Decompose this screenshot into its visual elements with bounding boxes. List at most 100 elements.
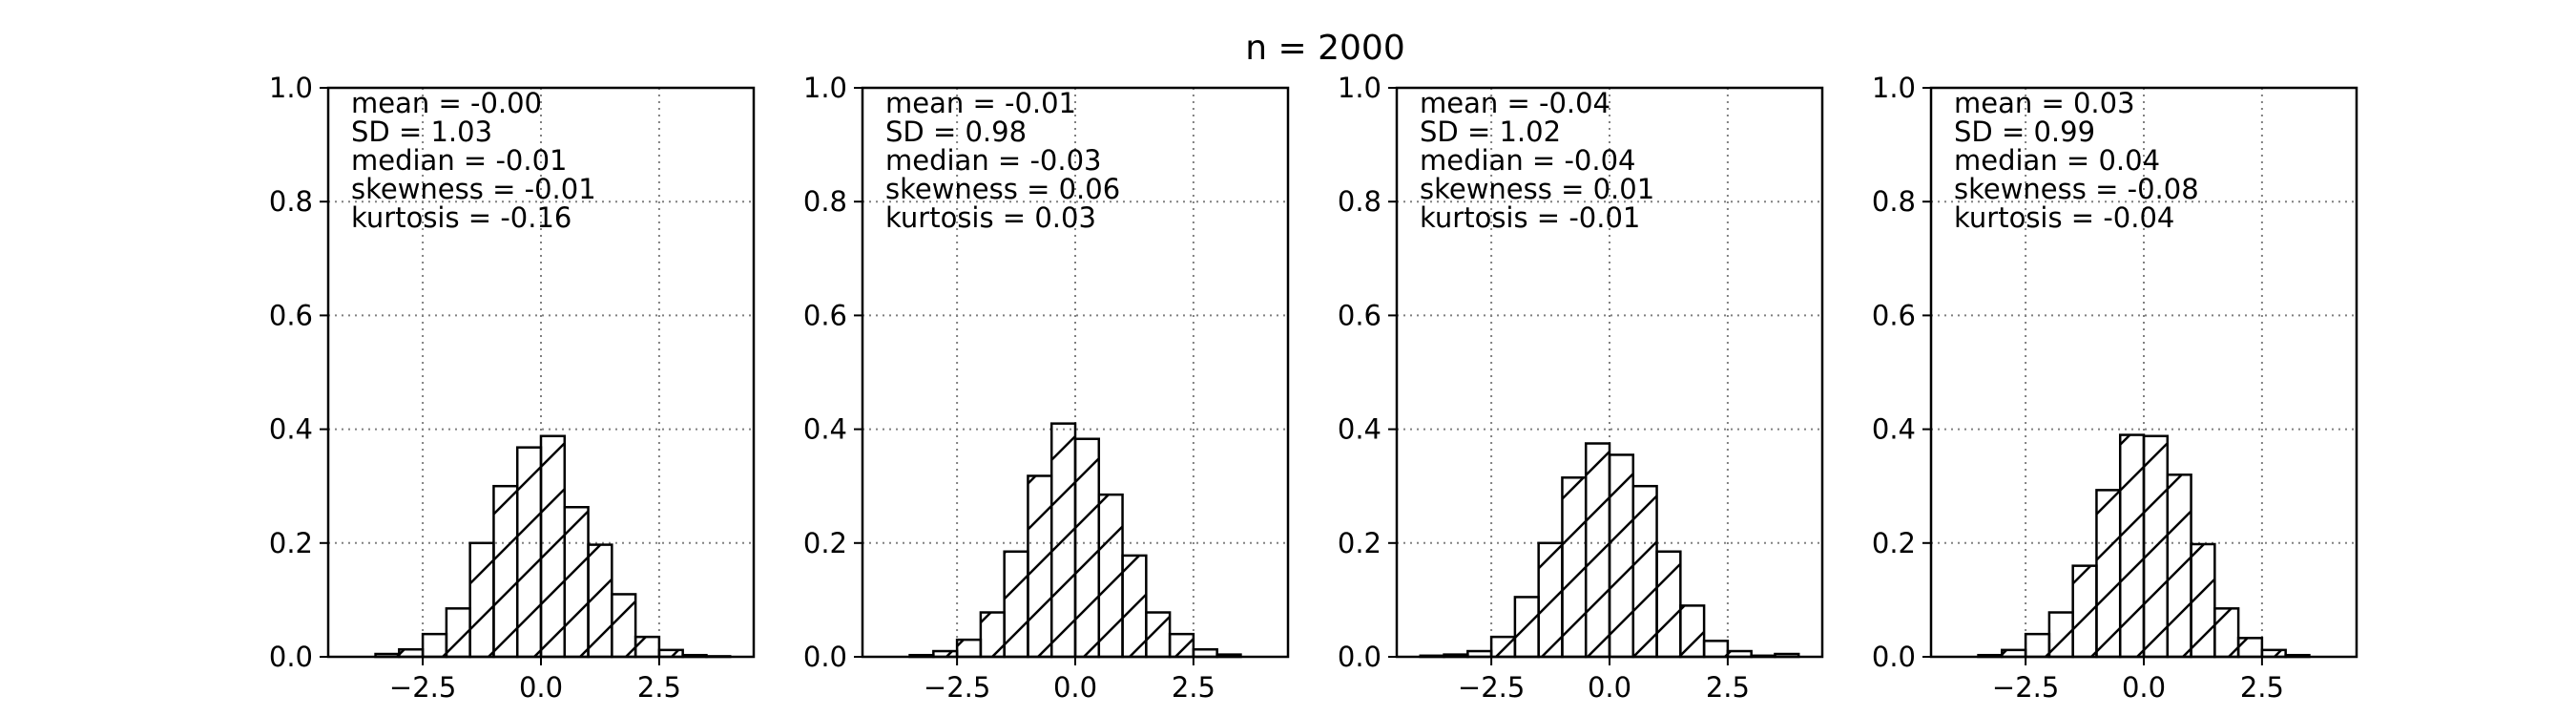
histogram-bar — [2190, 542, 2216, 659]
histogram-bar — [492, 484, 519, 659]
y-tick-label: 0.0 — [269, 641, 313, 673]
stats-line: mean = 0.03 — [1954, 87, 2135, 119]
x-tick-label: 0.0 — [1588, 671, 1631, 704]
histogram-bar — [2236, 637, 2264, 659]
y-tick-label: 0.8 — [1338, 185, 1381, 218]
x-tick-label: 2.5 — [637, 671, 681, 704]
stats-annotation: mean = -0.00 SD = 1.03 median = -0.01 skewn… — [351, 87, 596, 234]
y-tick-label: 0.8 — [269, 185, 313, 218]
stats-line: median = -0.01 — [351, 144, 567, 177]
histogram-panels: −2.5 0.0 2.5 0.0 0.2 0.4 0.6 0.8 1.0 mean = -0.00… — [269, 72, 2358, 704]
bars — [1419, 442, 1800, 659]
histogram-bar — [1168, 632, 1195, 659]
stats-line: kurtosis = -0.01 — [1420, 201, 1640, 234]
histogram-bar — [2047, 611, 2074, 659]
histogram-bar — [1631, 484, 1658, 659]
x-tick-label: 0.0 — [2122, 671, 2166, 704]
stats-line: SD = 1.03 — [351, 116, 492, 148]
stats-annotation: mean = -0.04 SD = 1.02 median = -0.04 skewn… — [1420, 87, 1654, 234]
stats-annotation: mean = 0.03 SD = 0.99 median = 0.04 skewnes… — [1954, 87, 2199, 234]
x-tick-label: 2.5 — [1172, 671, 1215, 704]
y-tick-label: 0.0 — [1872, 641, 1916, 673]
bars — [908, 422, 1242, 659]
histogram-bar — [1655, 550, 1682, 659]
y-tick-label: 1.0 — [803, 72, 847, 104]
histogram-bar — [1121, 554, 1148, 659]
y-tick-label: 0.0 — [803, 641, 847, 673]
y-tick-label: 1.0 — [269, 72, 313, 104]
stats-line: SD = 0.99 — [1954, 116, 2095, 148]
stats-line: skewness = -0.08 — [1954, 173, 2199, 205]
histogram-bar — [563, 506, 590, 659]
y-tick-label: 0.2 — [269, 527, 313, 559]
y-tick-label: 0.6 — [269, 299, 313, 331]
histogram-bar — [539, 434, 567, 659]
y-tick-label: 0.8 — [1872, 185, 1916, 218]
stats-line: skewness = 0.06 — [885, 173, 1120, 205]
stats-line: median = -0.03 — [885, 144, 1101, 177]
histogram-bar — [1702, 640, 1730, 659]
histogram-bar — [955, 638, 983, 659]
histogram-bar — [421, 632, 448, 659]
figure-title: n = 2000 — [1245, 29, 1404, 68]
x-tick-label: 2.5 — [2240, 671, 2284, 704]
histogram-bar — [1073, 437, 1101, 659]
stats-line: mean = -0.00 — [351, 87, 542, 119]
stats-line: mean = -0.04 — [1420, 87, 1610, 119]
stats-line: median = 0.04 — [1954, 144, 2160, 177]
x-tick-label: −2.5 — [389, 671, 456, 704]
histogram-panel-1: −2.5 0.0 2.5 0.0 0.2 0.4 0.6 0.8 1.0 mean = -0.00… — [269, 72, 756, 704]
stats-line: SD = 0.98 — [885, 116, 1027, 148]
stats-line: median = -0.04 — [1420, 144, 1635, 177]
histogram-bar — [515, 446, 543, 659]
histogram-bar — [1608, 453, 1635, 659]
histogram-bar — [2024, 632, 2051, 659]
y-tick-label: 0.8 — [803, 185, 847, 218]
x-tick-label: 0.0 — [1053, 671, 1097, 704]
histogram-bar — [1027, 474, 1053, 659]
histogram-bar — [468, 541, 495, 659]
histogram-bar — [1679, 604, 1706, 659]
histogram-bar — [2166, 474, 2192, 659]
stats-line: kurtosis = -0.16 — [351, 201, 571, 234]
histogram-bar — [1097, 493, 1124, 659]
y-tick-label: 0.6 — [1872, 299, 1916, 331]
y-tick-label: 0.6 — [803, 299, 847, 331]
histogram-bar — [1537, 541, 1564, 659]
x-tick-label: −2.5 — [924, 671, 990, 704]
x-tick-label: −2.5 — [1992, 671, 2059, 704]
y-tick-label: 0.4 — [1338, 413, 1381, 446]
x-tick-label: 0.0 — [519, 671, 563, 704]
histogram-bar — [1489, 635, 1517, 659]
histogram-bar — [2095, 489, 2122, 659]
y-tick-label: 0.2 — [803, 527, 847, 559]
histogram-bar — [1561, 476, 1588, 659]
y-tick-label: 1.0 — [1338, 72, 1381, 104]
y-tick-label: 0.4 — [803, 413, 847, 446]
bars — [1977, 433, 2311, 659]
y-tick-label: 0.4 — [1872, 413, 1916, 446]
x-tick-label: −2.5 — [1458, 671, 1525, 704]
y-tick-label: 1.0 — [1872, 72, 1916, 104]
histogram-bar — [1513, 596, 1540, 659]
y-tick-label: 0.2 — [1338, 527, 1381, 559]
x-tick-label: 2.5 — [1706, 671, 1750, 704]
bars — [374, 434, 732, 659]
stats-line: kurtosis = -0.04 — [1954, 201, 2174, 234]
stats-annotation: mean = -0.01 SD = 0.98 median = -0.03 skewn… — [885, 87, 1120, 234]
histogram-panel-4: −2.5 0.0 2.5 0.0 0.2 0.4 0.6 0.8 1.0 mean = 0.03 S… — [1872, 72, 2358, 704]
histogram-bar — [2071, 564, 2098, 659]
histogram-bar — [1145, 611, 1172, 659]
stats-line: kurtosis = 0.03 — [885, 201, 1096, 234]
y-tick-label: 0.4 — [269, 413, 313, 446]
y-tick-label: 0.2 — [1872, 527, 1916, 559]
histogram-bar — [1003, 550, 1029, 659]
histogram-bar — [2142, 434, 2170, 659]
histogram-bar — [2118, 433, 2146, 659]
y-tick-label: 0.6 — [1338, 299, 1381, 331]
histogram-bar — [979, 611, 1006, 659]
histogram-bar — [2213, 607, 2240, 659]
histogram-panel-2: −2.5 0.0 2.5 0.0 0.2 0.4 0.6 0.8 1.0 mean = -0.01… — [803, 72, 1290, 704]
stats-line: skewness = 0.01 — [1420, 173, 1654, 205]
